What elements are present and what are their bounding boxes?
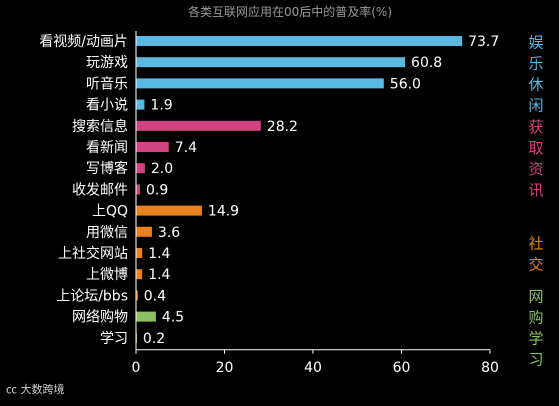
group-label-1-char-1: 娱 bbox=[528, 33, 543, 51]
category-label-2: 玩游戏 bbox=[86, 55, 128, 71]
category-label-11: 上社交网站 bbox=[58, 245, 128, 262]
group-label-2-char-4: 讯 bbox=[528, 181, 543, 199]
bar-8 bbox=[136, 184, 140, 195]
group-label-4-char-4: 习 bbox=[528, 351, 543, 369]
category-label-15: 学习 bbox=[100, 331, 128, 347]
logo-mark: ㏄ bbox=[6, 383, 17, 396]
value-label-9: 14.9 bbox=[208, 204, 239, 220]
category-label-8: 收发邮件 bbox=[72, 182, 128, 198]
group-label-1-char-3: 休 bbox=[528, 75, 543, 93]
value-label-2: 60.8 bbox=[411, 55, 442, 71]
category-label-12: 上微博 bbox=[86, 266, 128, 283]
group-label-2-char-3: 资 bbox=[528, 160, 543, 178]
group-label-4-char-2: 购 bbox=[528, 309, 543, 327]
watermark-logo: ㏄ 大数跨境 bbox=[6, 381, 65, 397]
category-label-5: 搜索信息 bbox=[72, 118, 128, 135]
group-label-4-char-3: 学 bbox=[528, 330, 543, 348]
value-label-14: 4.5 bbox=[162, 310, 184, 326]
group-label-4-char-1: 网 bbox=[528, 288, 543, 306]
group-label-3-char-1: 社 bbox=[528, 235, 543, 253]
group-label-2-char-2: 取 bbox=[528, 139, 543, 157]
bar-13 bbox=[136, 290, 138, 301]
group-label-2-char-1: 获 bbox=[528, 118, 543, 136]
x-tick-label-5: 80 bbox=[481, 360, 499, 376]
value-label-4: 1.9 bbox=[150, 98, 172, 114]
group-label-3-char-2: 交 bbox=[528, 256, 543, 274]
x-tick-label-1: 0 bbox=[132, 360, 141, 376]
value-label-13: 0.4 bbox=[144, 288, 166, 304]
category-label-7: 写博客 bbox=[86, 160, 128, 177]
value-label-8: 0.9 bbox=[146, 182, 168, 198]
bar-10 bbox=[136, 226, 152, 237]
value-label-1: 73.7 bbox=[468, 34, 499, 50]
bar-7 bbox=[136, 163, 145, 174]
category-label-3: 听音乐 bbox=[86, 75, 128, 92]
x-tick-label-3: 40 bbox=[304, 360, 322, 376]
bar-3 bbox=[136, 78, 384, 89]
category-label-14: 网络购物 bbox=[72, 310, 128, 326]
category-label-9: 上QQ bbox=[92, 204, 128, 220]
bar-9 bbox=[136, 205, 202, 216]
bar-12 bbox=[136, 269, 143, 280]
value-label-10: 3.6 bbox=[158, 225, 180, 241]
x-tick-label-2: 20 bbox=[216, 360, 234, 376]
category-label-4: 看小说 bbox=[86, 98, 128, 114]
category-label-13: 上论坛/bbs bbox=[56, 288, 128, 304]
bar-14 bbox=[136, 311, 156, 322]
bar-4 bbox=[136, 99, 145, 110]
category-label-6: 看新闻 bbox=[86, 140, 128, 156]
category-label-1: 看视频/动画片 bbox=[39, 34, 128, 50]
bar-5 bbox=[136, 120, 261, 131]
value-label-12: 1.4 bbox=[148, 267, 170, 283]
chart-title: 各类互联网应用在00后中的普及率(%) bbox=[188, 4, 392, 19]
x-tick-label-4: 60 bbox=[393, 360, 411, 376]
bar-1 bbox=[136, 36, 463, 46]
group-label-1-char-2: 乐 bbox=[528, 54, 543, 72]
bar-11 bbox=[136, 248, 143, 258]
value-label-5: 28.2 bbox=[267, 119, 298, 135]
value-label-15: 0.2 bbox=[143, 331, 165, 347]
group-label-1-char-4: 闲 bbox=[528, 96, 543, 114]
bar-6 bbox=[136, 142, 169, 152]
value-label-7: 2.0 bbox=[151, 161, 173, 177]
bar-2 bbox=[136, 57, 406, 68]
value-label-6: 7.4 bbox=[175, 140, 197, 156]
watermark-text: 大数跨境 bbox=[20, 383, 65, 396]
value-label-3: 56.0 bbox=[390, 76, 421, 92]
category-label-10: 用微信 bbox=[86, 225, 128, 241]
value-label-11: 1.4 bbox=[148, 246, 170, 262]
